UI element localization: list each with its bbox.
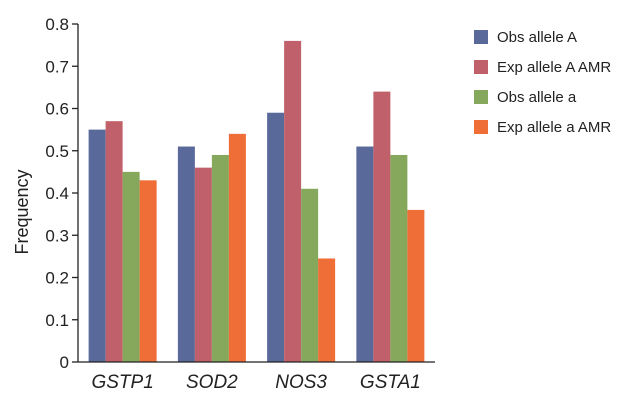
y-tick-label: 0 bbox=[60, 353, 69, 372]
legend-label: Obs allele A bbox=[497, 29, 577, 46]
bar bbox=[228, 133, 246, 362]
y-axis: 0 0.1 0.2 0.3 0.4 0.5 0.6 0.7 0.8 bbox=[45, 15, 79, 372]
y-axis-title: Frequency bbox=[12, 169, 32, 254]
y-tick-label: 0.1 bbox=[45, 311, 69, 330]
x-category-label: SOD2 bbox=[186, 372, 238, 393]
bar bbox=[211, 154, 229, 362]
x-category-label: GSTP1 bbox=[91, 372, 153, 393]
bar bbox=[139, 180, 157, 362]
x-category-label: GSTA1 bbox=[360, 372, 421, 393]
y-tick-label: 0.3 bbox=[45, 226, 69, 245]
bar bbox=[356, 146, 374, 362]
bar bbox=[284, 40, 302, 363]
y-tick-label: 0.6 bbox=[45, 100, 69, 119]
bar bbox=[390, 154, 408, 362]
y-tick-label: 0.7 bbox=[45, 57, 69, 76]
legend: Obs allele A Exp allele A AMR Obs allele a… bbox=[474, 29, 611, 136]
bar bbox=[301, 188, 319, 362]
y-tick-label: 0.4 bbox=[45, 184, 69, 203]
y-tick-label: 0.8 bbox=[45, 15, 69, 34]
y-tick-label: 0.2 bbox=[45, 269, 69, 288]
legend-label: Obs allele a bbox=[497, 89, 577, 106]
legend-swatch bbox=[474, 90, 488, 104]
bar bbox=[105, 121, 123, 362]
bar bbox=[194, 167, 212, 362]
legend-swatch bbox=[474, 120, 488, 134]
legend-swatch bbox=[474, 30, 488, 44]
legend-swatch bbox=[474, 60, 488, 74]
bar bbox=[267, 112, 285, 362]
bar bbox=[88, 129, 106, 362]
bar bbox=[407, 209, 425, 362]
bar bbox=[122, 171, 140, 362]
x-axis: GSTP1 SOD2 NOS3 GSTA1 bbox=[78, 361, 435, 393]
legend-label: Exp allele a AMR bbox=[497, 119, 611, 136]
bar bbox=[177, 146, 195, 362]
x-category-label: NOS3 bbox=[275, 372, 327, 393]
y-tick-label: 0.5 bbox=[45, 142, 69, 161]
bars bbox=[88, 40, 425, 363]
bar bbox=[373, 91, 391, 362]
bar bbox=[318, 258, 336, 362]
legend-label: Exp allele A AMR bbox=[497, 59, 611, 76]
